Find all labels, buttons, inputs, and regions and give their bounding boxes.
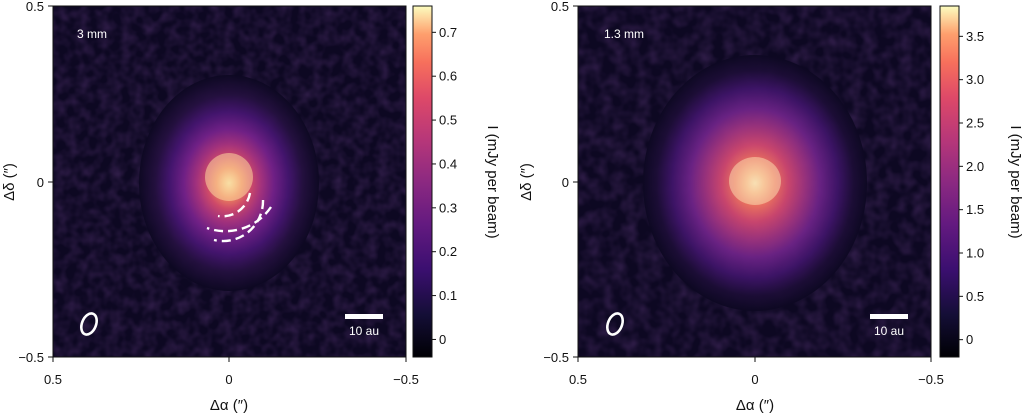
y-tick: −0.5 [543,350,569,365]
beam-ellipse-left [80,312,98,336]
colorbar-tick-label: 0.5 [439,113,457,128]
colorbar-tick-label: 0.6 [439,69,457,84]
colorbar-tick-label: 1.5 [966,202,984,217]
x-axis-title-left: Δα (″) [210,397,248,414]
x-tick: 0.5 [569,372,587,387]
panel-right: 10 au 1.3 mm 0.5 0 −0.5 Δα (″) 0.5 0 −0.… [518,0,1024,414]
wavelength-label-right: 1.3 mm [604,27,644,41]
colorbar-left: 0.7 0.6 0.5 0.4 0.3 0.2 0.1 0 I (mJy per beam) [412,5,501,358]
colorbar-tick-label: 0.3 [439,200,457,215]
panel-left: 10 au 3 mm 0.5 0 −0.5 Δα (″) 0.5 0 −0.5 … [1,0,501,414]
colorbar-tick-label: 2.5 [966,116,984,131]
colorbar-tick-label: 0.7 [439,25,457,40]
y-tick: 0.5 [551,0,569,14]
x-tick: 0.5 [44,372,62,387]
y-tick: 0.5 [26,0,44,14]
wavelength-label-left: 3 mm [77,27,107,41]
x-axis-title-right: Δα (″) [736,397,774,414]
colorbar-tick-label: 0.2 [439,244,457,259]
map-image-right: 10 au 1.3 mm [578,6,931,357]
beam-ellipse-right [606,312,624,336]
scale-bar-left [345,314,383,319]
colorbar-title-left: I (mJy per beam) [484,125,501,238]
scale-bar-label-left: 10 au [349,324,379,338]
y-tick: 0 [562,175,569,190]
x-tick: −0.5 [393,372,419,387]
scale-bar-label-right: 10 au [874,324,904,338]
x-tick: 0 [751,372,758,387]
map-image-left: 10 au 3 mm [53,6,406,357]
x-tick: −0.5 [918,372,944,387]
scale-bar-right [870,314,908,319]
colorbar-right: 3.5 3.0 2.5 2.0 1.5 1.0 0.5 0 I (mJy per beam) [939,5,1024,358]
x-axis-right: 0.5 0 −0.5 Δα (″) [569,357,944,414]
y-tick: 0 [37,175,44,190]
colorbar-tick-label: 3.0 [966,72,984,87]
y-axis-right: 0.5 0 −0.5 Δδ (″) [518,0,578,365]
colorbar-tick-label: 2.0 [966,159,984,174]
x-tick: 0 [225,372,232,387]
colorbar-tick-label: 3.5 [966,29,984,44]
colorbar-tick-label: 0.1 [439,288,457,303]
y-axis-title-left: Δδ (″) [1,163,18,201]
colorbar-title-right: I (mJy per beam) [1007,125,1024,238]
y-axis-title-right: Δδ (″) [518,163,535,201]
dashed-arcs [206,192,272,243]
colorbar-tick-label: 0.4 [439,156,457,171]
colorbar-tick-label: 0 [966,332,973,347]
x-axis-left: 0.5 0 −0.5 Δα (″) [44,357,419,414]
colorbar-tick-label: 0 [439,332,446,347]
colorbar-tick-label: 1.0 [966,246,984,261]
y-tick: −0.5 [18,350,44,365]
colorbar-tick-label: 0.5 [966,289,984,304]
y-axis-left: 0.5 0 −0.5 Δδ (″) [1,0,53,365]
